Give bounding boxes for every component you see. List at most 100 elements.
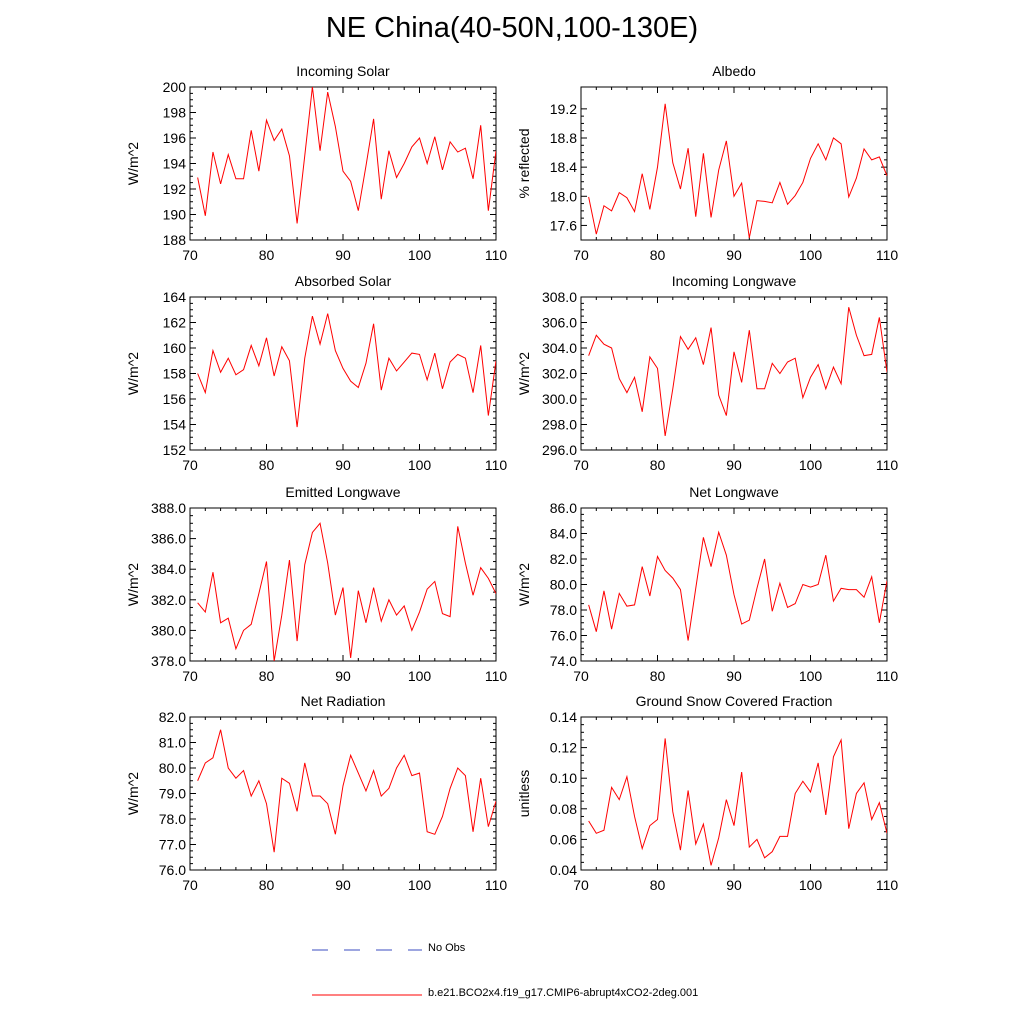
chart-1-xtick-label: 110 xyxy=(876,247,899,263)
chart-7-ytick-label: 0.14 xyxy=(550,709,577,725)
chart-5-xtick-label: 80 xyxy=(650,668,666,684)
legend-obs-swatch xyxy=(312,949,422,951)
chart-7-ytick-label: 0.08 xyxy=(550,801,577,817)
chart-2-ytick-label: 154 xyxy=(163,417,187,433)
chart-7-ytick-label: 0.10 xyxy=(550,770,577,786)
chart-1-ytick-label: 19.2 xyxy=(550,101,577,117)
chart-3-frame xyxy=(580,296,888,451)
chart-1-series-line xyxy=(588,103,887,238)
chart-0-frame xyxy=(189,86,497,241)
chart-3-xtick-label: 90 xyxy=(726,457,742,473)
chart-0-ylabel: W/m^2 xyxy=(125,142,141,185)
chart-2-ylabel: W/m^2 xyxy=(125,352,141,395)
chart-6-xtick-label: 70 xyxy=(182,877,198,893)
chart-6-xtick-label: 110 xyxy=(485,877,508,893)
chart-6-xtick-label: 100 xyxy=(408,877,432,893)
chart-6-ytick-label: 76.0 xyxy=(159,862,186,878)
chart-5-ytick-label: 80.0 xyxy=(550,577,577,593)
chart-2-xtick-label: 80 xyxy=(259,457,275,473)
chart-2-title: Absorbed Solar xyxy=(295,273,392,289)
chart-4-frame xyxy=(189,507,497,662)
chart-4-ytick-label: 384.0 xyxy=(151,561,186,577)
chart-2-ytick-label: 164 xyxy=(163,289,187,305)
chart-0-ytick-label: 196 xyxy=(163,130,187,146)
chart-6-xtick-label: 80 xyxy=(259,877,275,893)
chart-7-ytick-label: 0.04 xyxy=(550,862,577,878)
chart-3-title: Incoming Longwave xyxy=(672,273,797,289)
chart-1-xtick-label: 100 xyxy=(799,247,823,263)
chart-1-panel: Albedo 70 80 90 100 110 17.6 18.0 18.4 18.8 19.2 % … xyxy=(516,63,898,263)
chart-4-xtick-label: 80 xyxy=(259,668,275,684)
chart-4-ytick-label: 388.0 xyxy=(151,500,186,516)
chart-4-ytick-label: 380.0 xyxy=(151,622,186,638)
legend-model-swatch xyxy=(312,994,422,996)
chart-3-ytick-label: 298.0 xyxy=(542,417,577,433)
chart-1-ytick-label: 18.8 xyxy=(550,130,577,146)
chart-4-ylabel: W/m^2 xyxy=(125,563,141,606)
chart-7-panel: Ground Snow Covered Fraction 70 80 90 100 110… xyxy=(516,693,898,893)
chart-3-xtick-label: 110 xyxy=(876,457,899,473)
chart-1-xtick-label: 90 xyxy=(726,247,742,263)
chart-3-ytick-label: 296.0 xyxy=(542,442,577,458)
chart-7-series-line xyxy=(588,738,887,866)
chart-0-ytick-label: 192 xyxy=(163,181,187,197)
chart-7-title: Ground Snow Covered Fraction xyxy=(636,693,833,709)
chart-3-ytick-label: 306.0 xyxy=(542,315,577,331)
chart-5-ytick-label: 76.0 xyxy=(550,628,577,644)
chart-4-title: Emitted Longwave xyxy=(285,484,400,500)
chart-2-ytick-label: 162 xyxy=(163,315,187,331)
chart-5-ytick-label: 84.0 xyxy=(550,526,577,542)
chart-7-ylabel: unitless xyxy=(516,770,532,817)
chart-3-series-line xyxy=(588,307,887,437)
chart-4-series-line xyxy=(197,522,496,661)
chart-0-xtick-label: 90 xyxy=(335,247,351,263)
chart-2-panel: Absorbed Solar 70 80 90 100 110 152 154 156 158 16… xyxy=(125,273,507,473)
chart-6-ytick-label: 79.0 xyxy=(159,786,186,802)
chart-2-xtick-label: 70 xyxy=(182,457,198,473)
chart-1-ylabel: % reflected xyxy=(516,128,532,198)
chart-5-panel: Net Longwave 70 80 90 100 110 74.0 76.0 78.0 80.0… xyxy=(516,484,898,684)
chart-5-ytick-label: 86.0 xyxy=(550,500,577,516)
chart-4-panel: Emitted Longwave 70 80 90 100 110 378.0 380.0 38… xyxy=(125,484,507,684)
chart-1-title: Albedo xyxy=(712,63,756,79)
chart-5-ylabel: W/m^2 xyxy=(516,563,532,606)
chart-0-xtick-label: 100 xyxy=(408,247,432,263)
chart-1-xtick-label: 70 xyxy=(573,247,589,263)
chart-5-xtick-label: 110 xyxy=(876,668,899,684)
chart-5-ytick-label: 78.0 xyxy=(550,602,577,618)
chart-7-xtick-label: 90 xyxy=(726,877,742,893)
chart-5-frame xyxy=(580,507,888,662)
chart-5-xtick-label: 70 xyxy=(573,668,589,684)
chart-5-ytick-label: 82.0 xyxy=(550,551,577,567)
chart-5-xtick-label: 100 xyxy=(799,668,823,684)
chart-4-xtick-label: 90 xyxy=(335,668,351,684)
chart-3-panel: Incoming Longwave 70 80 90 100 110 296.0 298.0 3… xyxy=(516,273,898,473)
chart-5-ytick-label: 74.0 xyxy=(550,653,577,669)
chart-3-ytick-label: 304.0 xyxy=(542,340,577,356)
chart-2-ytick-label: 156 xyxy=(163,391,187,407)
chart-0-ytick-label: 198 xyxy=(163,105,187,121)
chart-5-xtick-label: 90 xyxy=(726,668,742,684)
chart-5-series-line xyxy=(588,530,887,641)
chart-4-xtick-label: 100 xyxy=(408,668,432,684)
chart-4-xtick-label: 110 xyxy=(485,668,508,684)
chart-2-series-line xyxy=(197,313,496,428)
chart-6-ytick-label: 82.0 xyxy=(159,709,186,725)
chart-7-xtick-label: 110 xyxy=(876,877,899,893)
chart-6-xtick-label: 90 xyxy=(335,877,351,893)
chart-0-ytick-label: 194 xyxy=(163,156,187,172)
chart-6-ylabel: W/m^2 xyxy=(125,772,141,815)
chart-2-frame xyxy=(189,296,497,451)
chart-6-frame xyxy=(189,716,497,871)
chart-6-ytick-label: 81.0 xyxy=(159,735,186,751)
chart-6-panel: Net Radiation 70 80 90 100 110 76.0 77.0 78.0 79.… xyxy=(125,693,507,893)
chart-3-xtick-label: 80 xyxy=(650,457,666,473)
chart-2-xtick-label: 100 xyxy=(408,457,432,473)
chart-7-ytick-label: 0.12 xyxy=(550,740,577,756)
chart-6-ytick-label: 78.0 xyxy=(159,811,186,827)
chart-0-series-line xyxy=(197,87,496,224)
chart-2-xtick-label: 110 xyxy=(485,457,508,473)
chart-3-ylabel: W/m^2 xyxy=(516,352,532,395)
chart-7-xtick-label: 100 xyxy=(799,877,823,893)
chart-7-xtick-label: 80 xyxy=(650,877,666,893)
